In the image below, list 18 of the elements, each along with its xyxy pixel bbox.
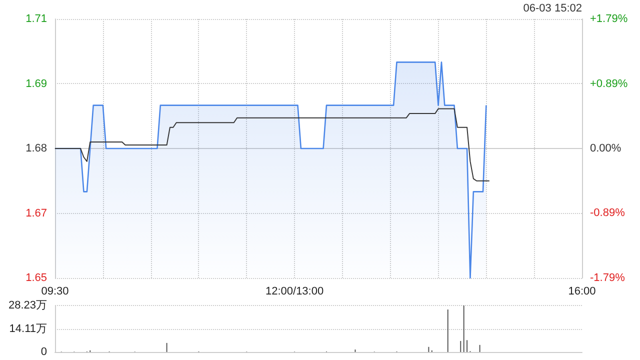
x-tick-label: 16:00 — [568, 286, 596, 298]
y-tick-label: 1.69 — [26, 78, 47, 90]
text: 06-03 15:02 — [523, 2, 582, 14]
y2-tick-label: -0.89% — [590, 206, 626, 219]
x-tick-label: 12:00/13:00 — [265, 286, 324, 298]
y-tick-label: 1.65 — [26, 272, 47, 284]
y-tick-label: 1.68 — [26, 142, 47, 154]
y-tick-label: 14.11万 — [9, 322, 47, 335]
line-series — [54, 108, 490, 182]
y-tick-label: 0 — [40, 346, 47, 358]
y2-tick-label: 0.00% — [590, 142, 622, 154]
y-tick-label: 28.23万 — [8, 300, 47, 312]
y-tick-label: 1.71 — [26, 13, 47, 25]
y-tick-label: 1.67 — [26, 207, 47, 220]
y2-tick-label: +0.89% — [590, 78, 628, 90]
x-tick-label: 09:30 — [41, 286, 69, 298]
y2-tick-label: -1.79% — [590, 272, 626, 284]
y2-tick-label: +1.79% — [590, 13, 628, 25]
